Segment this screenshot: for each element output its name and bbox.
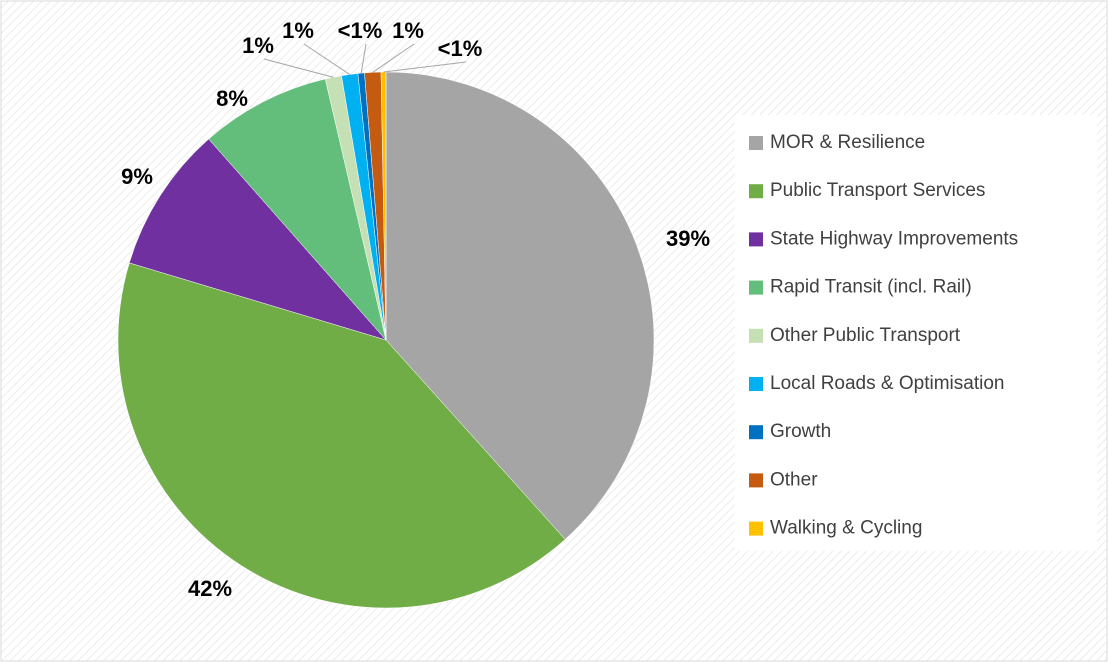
leader-line: [383, 61, 467, 73]
legend-label: Local Roads & Optimisation: [770, 373, 1004, 394]
legend-swatch: [749, 473, 763, 488]
legend-swatch: [749, 280, 763, 295]
legend-swatch: [749, 184, 763, 199]
legend-swatch: [749, 136, 763, 150]
data-label: 39%: [666, 226, 710, 251]
legend-label: State Highway Improvements: [770, 228, 1018, 249]
leader-line: [263, 58, 334, 78]
data-label: 9%: [121, 164, 153, 189]
pie-slice: [117, 262, 566, 609]
legend-box: [735, 115, 1097, 551]
data-label: 42%: [188, 576, 232, 601]
pie-slice: [208, 78, 387, 341]
legend-label: Rapid Transit (incl. Rail): [770, 277, 972, 298]
data-label: <1%: [338, 18, 383, 43]
legend-swatch: [749, 377, 763, 391]
leader-line: [372, 43, 415, 73]
data-label: 1%: [242, 33, 274, 58]
legend-label: Growth: [770, 421, 831, 442]
leader-line: [360, 43, 367, 74]
leader-line: [303, 43, 350, 75]
data-label: 1%: [392, 18, 424, 43]
legend-swatch: [749, 328, 763, 343]
legend-swatch: [749, 232, 763, 247]
legend-label: Walking & Cycling: [770, 518, 922, 539]
legend-swatch: [749, 425, 763, 440]
pie-slice: [385, 71, 655, 540]
legend-label: Public Transport Services: [770, 180, 985, 201]
data-label: 1%: [282, 18, 314, 43]
legend-label: Other Public Transport: [770, 325, 961, 346]
data-label: 8%: [216, 86, 248, 111]
legend-label: Other: [770, 469, 818, 490]
pie-slice: [129, 138, 387, 341]
legend-label: MOR & Resilience: [770, 132, 925, 153]
data-label: <1%: [438, 36, 483, 61]
legend-swatch: [749, 521, 763, 536]
